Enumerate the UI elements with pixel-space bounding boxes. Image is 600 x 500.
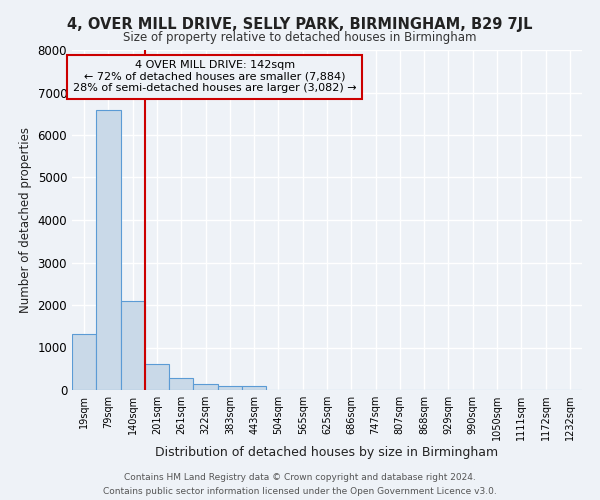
Bar <box>121 300 145 390</box>
Bar <box>242 386 266 390</box>
Bar <box>169 378 193 390</box>
Text: 4, OVER MILL DRIVE, SELLY PARK, BIRMINGHAM, B29 7JL: 4, OVER MILL DRIVE, SELLY PARK, BIRMINGH… <box>67 18 533 32</box>
X-axis label: Distribution of detached houses by size in Birmingham: Distribution of detached houses by size … <box>155 446 499 459</box>
Bar <box>145 364 169 390</box>
Bar <box>72 334 96 390</box>
Text: Contains HM Land Registry data © Crown copyright and database right 2024.: Contains HM Land Registry data © Crown c… <box>124 472 476 482</box>
Bar <box>96 110 121 390</box>
Y-axis label: Number of detached properties: Number of detached properties <box>19 127 32 313</box>
Text: Size of property relative to detached houses in Birmingham: Size of property relative to detached ho… <box>123 31 477 44</box>
Bar <box>218 386 242 390</box>
Text: 4 OVER MILL DRIVE: 142sqm
← 72% of detached houses are smaller (7,884)
28% of se: 4 OVER MILL DRIVE: 142sqm ← 72% of detac… <box>73 60 356 94</box>
Text: Contains public sector information licensed under the Open Government Licence v3: Contains public sector information licen… <box>103 488 497 496</box>
Bar <box>193 384 218 390</box>
